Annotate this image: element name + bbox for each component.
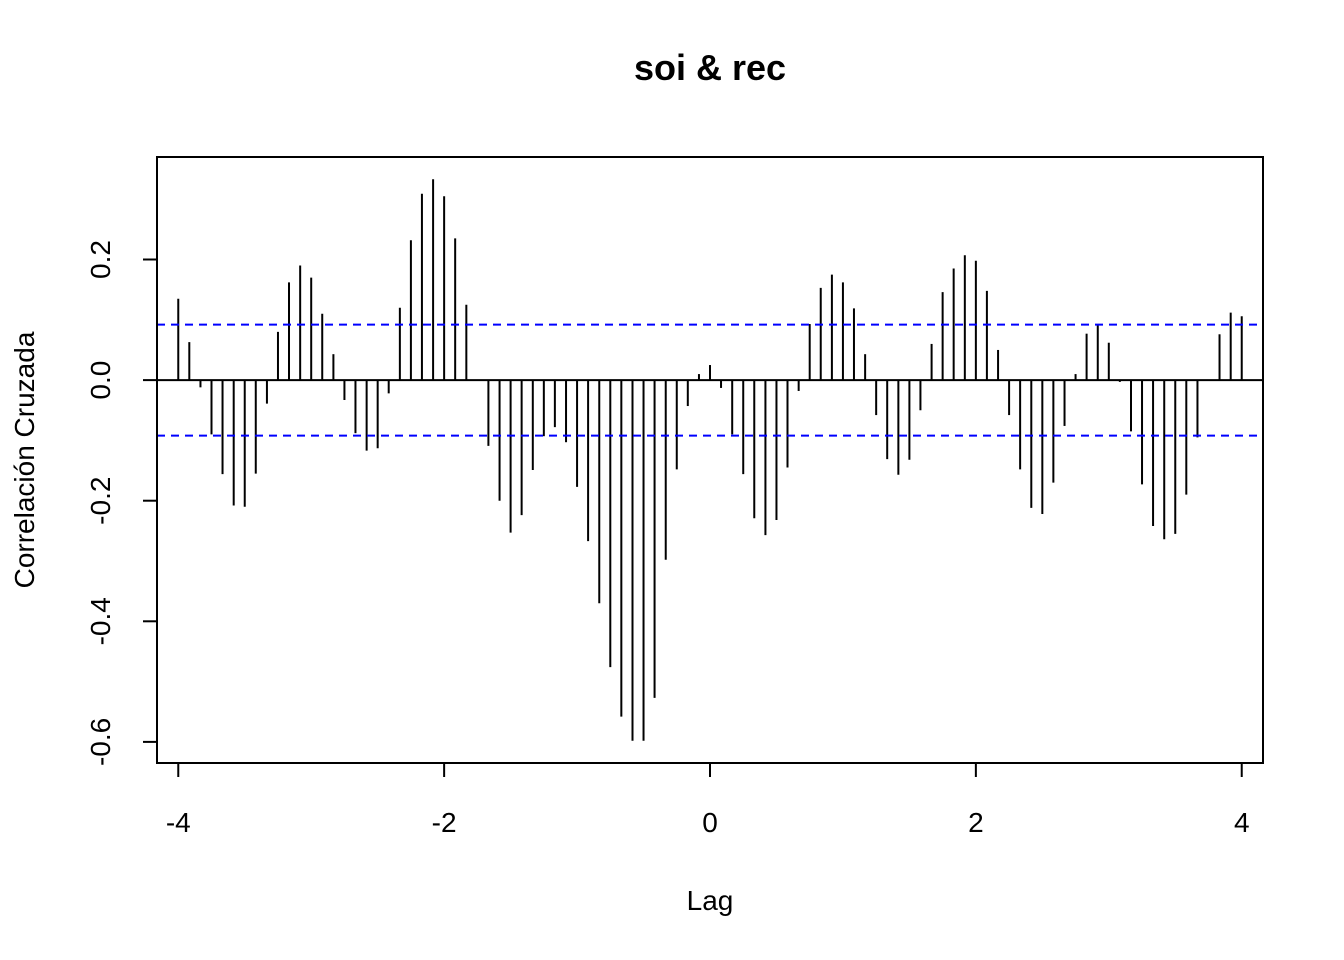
bar-series bbox=[177, 179, 1243, 741]
plot-frame bbox=[156, 156, 1264, 764]
y-tick-label-1: -0.4 bbox=[85, 597, 116, 645]
x-tick-label-3: 2 bbox=[968, 807, 984, 838]
confidence-bands bbox=[157, 323, 1263, 437]
x-tick-label-4: 4 bbox=[1234, 807, 1250, 838]
y-tick-label-4: 0.2 bbox=[85, 240, 116, 279]
y-axis: -0.6 -0.4 -0.2 0.0 0.2 bbox=[85, 240, 158, 766]
y-tick-label-2: -0.2 bbox=[85, 477, 116, 525]
x-axis: -4 -2 0 2 4 bbox=[166, 762, 1250, 838]
chart-title: soi & rec bbox=[634, 47, 786, 88]
y-tick-label-0: -0.6 bbox=[85, 718, 116, 766]
y-tick-label-3: 0.0 bbox=[85, 361, 116, 400]
x-axis-label: Lag bbox=[687, 885, 734, 916]
x-tick-label-1: -2 bbox=[432, 807, 457, 838]
y-axis-label: Correlación Cruzada bbox=[9, 331, 40, 588]
x-tick-label-2: 0 bbox=[702, 807, 718, 838]
x-tick-label-0: -4 bbox=[166, 807, 191, 838]
